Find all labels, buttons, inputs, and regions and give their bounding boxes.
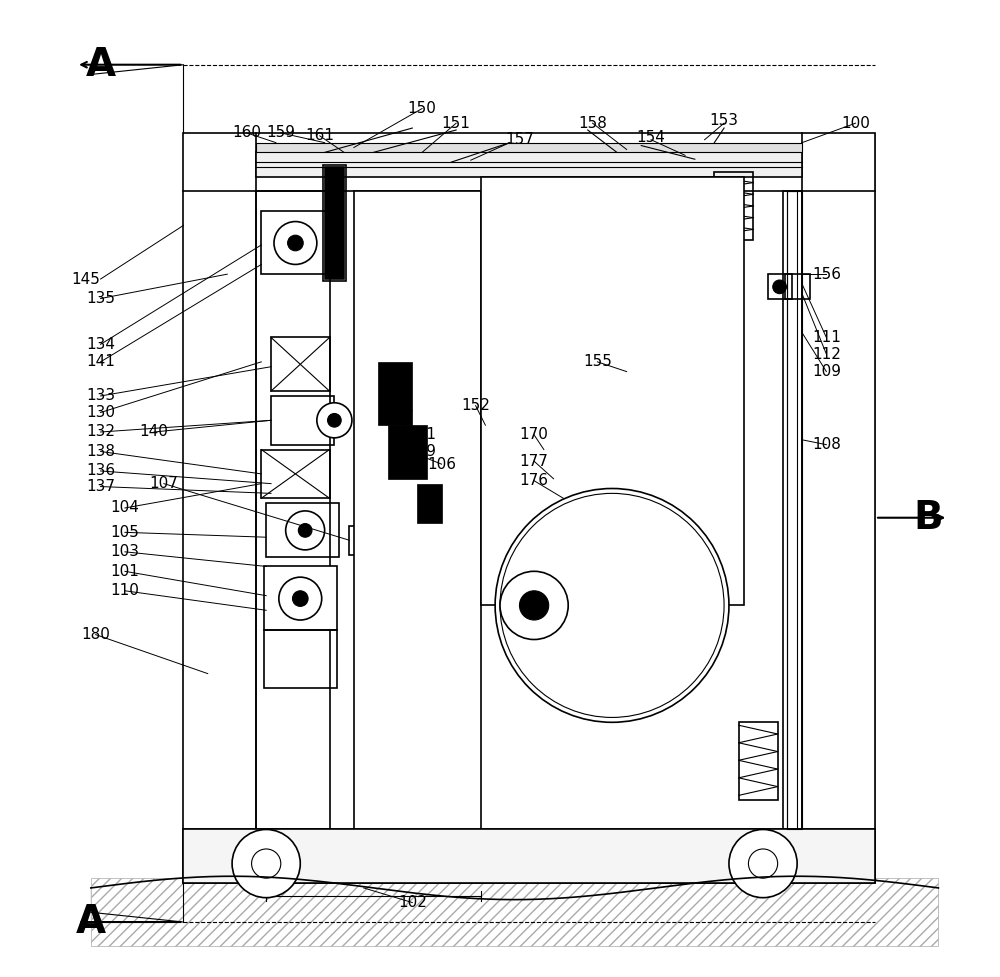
Text: 141: 141 [86,355,115,369]
Text: 131: 131 [408,427,437,443]
Text: 152: 152 [461,399,490,413]
Text: 107: 107 [149,476,178,491]
Text: 161: 161 [305,128,334,144]
Text: A: A [76,903,106,941]
Circle shape [298,524,312,537]
Text: 104: 104 [110,500,139,516]
Text: 133: 133 [86,389,115,404]
Text: 130: 130 [86,405,115,420]
Bar [768,275,792,299]
Circle shape [274,222,317,265]
Text: 108: 108 [812,437,841,452]
Text: 151: 151 [442,115,471,131]
Bar [183,829,875,883]
Bar [264,630,337,688]
Text: 177: 177 [520,453,549,469]
Text: 176: 176 [520,473,549,488]
Bar [256,191,330,829]
Bar [183,133,875,883]
Bar [417,484,442,523]
Circle shape [317,403,352,438]
Bar [359,201,476,825]
Bar [261,449,330,498]
Polygon shape [91,876,938,927]
Text: 137: 137 [86,479,115,494]
Text: 160: 160 [232,125,261,141]
Text: 110: 110 [110,583,139,598]
Bar [256,191,330,829]
Bar [739,722,778,800]
Bar [183,133,875,191]
Bar [91,878,938,947]
Circle shape [286,511,325,550]
Text: 111: 111 [812,330,841,345]
Circle shape [232,829,300,898]
Circle shape [328,413,341,427]
Text: 138: 138 [86,444,115,459]
Circle shape [729,829,797,898]
Text: 145: 145 [72,272,100,286]
Text: 139: 139 [378,410,407,425]
Text: 102: 102 [398,895,427,910]
Bar [354,191,481,829]
Text: 135: 135 [86,291,115,306]
Bar [785,275,810,299]
Circle shape [500,572,568,640]
Bar [481,177,744,606]
Bar [271,337,330,391]
Text: 157: 157 [505,132,534,148]
Bar [323,165,346,281]
Text: 134: 134 [86,337,115,352]
Text: 179: 179 [408,444,437,459]
Bar [787,191,797,829]
Circle shape [279,577,322,620]
Bar [264,630,337,688]
Text: 154: 154 [637,130,665,146]
Bar [264,567,337,630]
Text: 100: 100 [841,115,870,131]
Bar [714,172,753,240]
Bar [256,143,802,152]
Text: 112: 112 [812,347,841,361]
Bar [378,361,412,425]
Text: 103: 103 [110,544,139,559]
Text: 136: 136 [86,463,115,479]
Text: 132: 132 [86,424,115,440]
Bar [183,829,875,883]
Bar [388,425,427,479]
Circle shape [288,235,303,251]
Bar [802,133,875,883]
Bar [261,211,330,275]
Text: 106: 106 [427,456,456,472]
Text: 155: 155 [583,355,612,369]
Bar [787,191,802,829]
Text: 153: 153 [710,112,739,128]
Text: 101: 101 [110,564,139,578]
Text: 105: 105 [110,525,139,540]
Circle shape [519,591,549,620]
Bar [325,167,344,279]
Bar [349,526,388,555]
Text: 156: 156 [812,267,841,281]
Bar [481,177,744,606]
Text: 180: 180 [81,627,110,642]
Text: 170: 170 [520,427,549,443]
Text: A: A [86,46,116,84]
Bar [183,133,256,883]
Text: B: B [914,498,943,536]
Text: 158: 158 [578,115,607,131]
Bar [783,191,802,829]
Bar [183,829,875,883]
Bar [271,396,334,445]
Text: 150: 150 [408,101,436,116]
Bar [266,503,339,557]
Text: 109: 109 [812,364,841,379]
Circle shape [773,280,786,294]
Text: 159: 159 [266,125,295,141]
Bar [256,152,802,177]
Text: 140: 140 [140,424,169,440]
Circle shape [292,591,308,607]
Circle shape [495,488,729,722]
